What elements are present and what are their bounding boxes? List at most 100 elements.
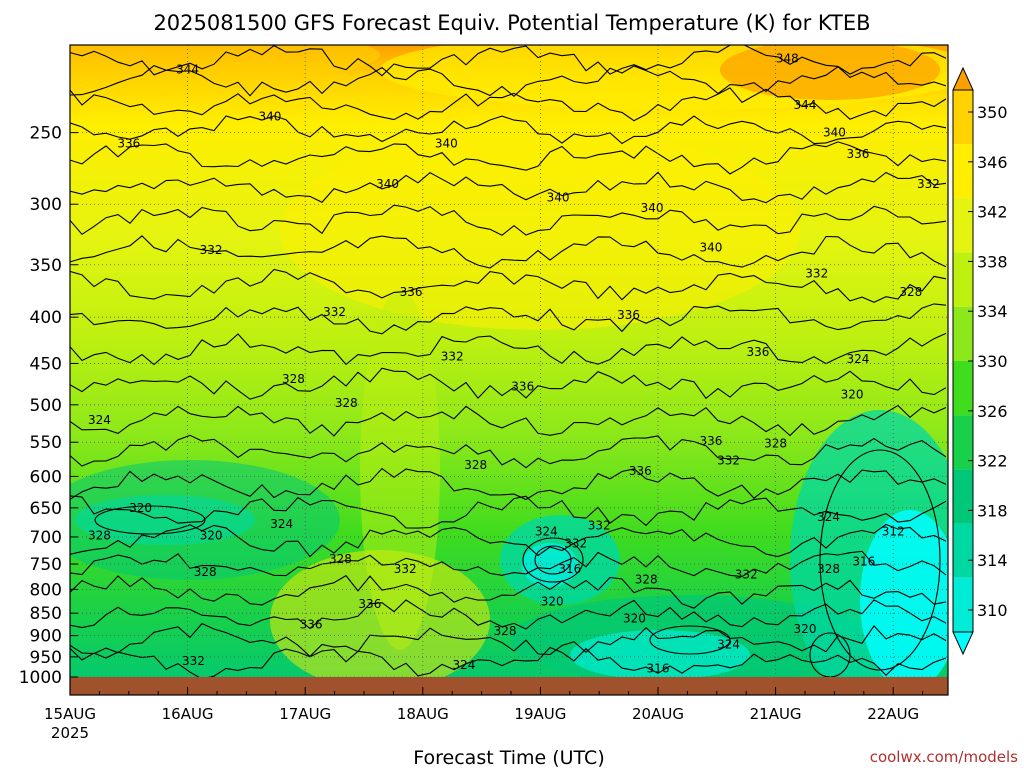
y-tick-label: 800	[30, 580, 62, 600]
contour-label: 340	[547, 191, 570, 205]
contour-label: 320	[841, 387, 864, 401]
contour-label: 336	[699, 434, 722, 448]
contour-label: 336	[117, 136, 140, 150]
x-tick-label: 15AUG	[44, 705, 96, 723]
contour-label: 316	[647, 661, 670, 675]
y-tick-label: 850	[30, 604, 62, 624]
colorbar: 310 314 318 322 326 330 334 338 342 346 350	[952, 66, 1008, 656]
contour-label: 328	[635, 572, 658, 586]
contour-line	[70, 495, 947, 529]
colorbar-label: 314	[977, 551, 1008, 570]
field-patch-cold-right	[860, 510, 948, 690]
colorbar-segment	[953, 469, 973, 524]
contour-label: 332	[588, 519, 611, 533]
contour-label: 340	[376, 177, 399, 191]
credit-label: coolwx.com/models	[870, 748, 1018, 766]
contour-label: 332	[564, 537, 587, 551]
colorbar-segment	[953, 144, 973, 199]
colorbar-label: 330	[977, 352, 1008, 371]
y-tick-label: 900	[30, 627, 62, 647]
y-tick-label: 650	[30, 499, 62, 519]
contour-label: 324	[717, 637, 740, 651]
contour-label: 324	[535, 524, 558, 538]
y-tick-label: 550	[30, 433, 62, 453]
contour-label: 336	[747, 345, 770, 359]
contour-line	[70, 599, 947, 630]
contour-label: 332	[182, 654, 205, 668]
y-tick-label: 750	[30, 555, 62, 575]
contour-label: 316	[852, 554, 875, 568]
contour-loop	[534, 545, 572, 575]
contour-label: 332	[200, 243, 223, 257]
x-tick-label: 19AUG	[514, 705, 566, 723]
contour-label: 320	[794, 622, 817, 636]
contour-label: 332	[717, 453, 740, 467]
contour-label: 336	[511, 379, 534, 393]
contour-loop	[94, 505, 206, 535]
colorbar-extend-min	[952, 631, 974, 656]
x-tick-label: 22AUG	[867, 705, 919, 723]
colorbar-label: 342	[977, 203, 1008, 222]
field-patch-warm-low-band	[360, 290, 440, 650]
x-tick-label: 21AUG	[750, 705, 802, 723]
contour-label: 344	[794, 98, 817, 112]
contour-label: 332	[735, 567, 758, 581]
y-tick-label: 350	[30, 256, 62, 276]
contour-lines	[70, 45, 947, 680]
contour-line	[70, 268, 947, 303]
x-tick-label: 18AUG	[397, 705, 449, 723]
contour-label: 336	[400, 285, 423, 299]
x-axis-title: Forecast Time (UTC)	[413, 747, 604, 768]
y-tick-label: 700	[30, 528, 62, 548]
plot-frame	[69, 44, 949, 696]
contour-label: 340	[641, 201, 664, 215]
y-tick-label: 450	[30, 354, 62, 374]
contour-label: 328	[464, 458, 487, 472]
contour-label: 332	[394, 562, 417, 576]
contour-line	[70, 204, 947, 236]
contour-label: 340	[435, 136, 458, 150]
colorbar-label: 346	[977, 153, 1008, 172]
contour-loop	[522, 537, 584, 583]
colorbar-segment	[953, 415, 973, 470]
contour-line	[70, 87, 947, 122]
contour-label: 324	[270, 517, 293, 531]
y-tick-label: 600	[30, 467, 62, 487]
contour-line	[70, 467, 947, 501]
contour-loop	[819, 449, 941, 671]
contour-label: 324	[453, 658, 476, 672]
contour-line	[70, 367, 947, 400]
x-tick-label: 20AUG	[632, 705, 684, 723]
contour-label: 328	[335, 396, 358, 410]
contour-line	[70, 574, 947, 609]
colorbar-label: 322	[977, 452, 1008, 471]
contour-label: 348	[776, 52, 799, 66]
contour-label: 344	[176, 63, 199, 77]
colorbar-segment	[953, 198, 973, 253]
y-tick-label: 400	[30, 308, 62, 328]
contour-line	[70, 141, 947, 175]
terrain-strip	[70, 677, 948, 695]
contour-label: 336	[629, 464, 652, 478]
contour-loop	[649, 625, 731, 655]
contour-line	[70, 64, 947, 98]
contour-line	[70, 646, 947, 680]
contour-label: 336	[358, 597, 381, 611]
contour-line	[70, 434, 947, 469]
chart-title: 2025081500 GFS Forecast Equiv. Potential…	[153, 11, 870, 35]
contour-label: 328	[194, 565, 217, 579]
contour-label: 332	[323, 305, 346, 319]
field-patch-cold-bottom	[570, 630, 750, 680]
contour-label: 340	[258, 110, 281, 124]
y-tick-label: 300	[30, 195, 62, 215]
contour-label: 328	[88, 528, 111, 542]
colorbar-segment	[953, 252, 973, 307]
contour-label: 328	[817, 562, 840, 576]
contour-line	[70, 523, 947, 558]
contour-line	[70, 622, 947, 658]
x-axis-year: 2025	[51, 724, 89, 742]
contour-line	[70, 171, 947, 204]
y-tick-label: 500	[30, 396, 62, 416]
